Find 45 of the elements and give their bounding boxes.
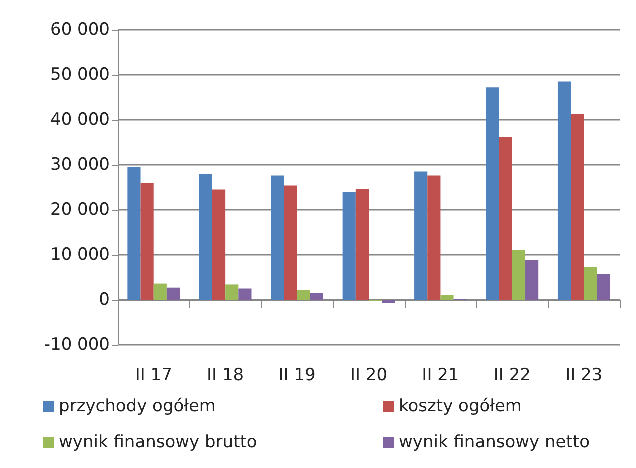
- bar: [382, 300, 396, 304]
- bar: [310, 293, 324, 300]
- bar: [297, 290, 310, 300]
- y-tick-label: 50 000: [50, 65, 110, 85]
- legend-label: wynik finansowy netto: [399, 432, 590, 452]
- y-tick-label: 0: [99, 290, 110, 310]
- bar: [166, 288, 180, 300]
- bar: [140, 183, 154, 300]
- bar: [226, 284, 239, 300]
- bar: [558, 82, 572, 300]
- y-tick-label: 30 000: [50, 155, 110, 175]
- bar: [271, 176, 284, 300]
- y-tick-label: 20 000: [50, 200, 110, 220]
- bar: [128, 167, 141, 300]
- y-tick-label: 40 000: [50, 110, 110, 130]
- y-tick-label: -10 000: [44, 335, 110, 355]
- bar: [284, 186, 298, 300]
- y-tick-label: 60 000: [50, 20, 110, 40]
- legend-label: przychody ogółem: [59, 396, 216, 416]
- bar: [597, 274, 610, 300]
- x-tick-label: II 20: [350, 366, 388, 386]
- bar: [571, 114, 584, 300]
- bar: [486, 88, 500, 300]
- bar: [428, 176, 441, 300]
- bar: [584, 267, 598, 300]
- bar: [212, 190, 226, 300]
- x-tick-label: II 22: [494, 366, 531, 386]
- x-tick-label: II 21: [422, 366, 460, 386]
- bar: [526, 260, 539, 300]
- bar: [356, 189, 369, 300]
- bar: [199, 174, 212, 300]
- bar: [414, 172, 428, 300]
- legend-label: wynik finansowy brutto: [59, 432, 258, 452]
- bar: [342, 192, 356, 300]
- bar: [238, 288, 252, 300]
- bar: [154, 284, 167, 300]
- x-tick-label: II 18: [207, 366, 244, 386]
- bar: [512, 250, 526, 300]
- bar: [440, 296, 454, 300]
- legend-label: koszty ogółem: [399, 396, 522, 416]
- x-tick-label: II 23: [566, 366, 603, 386]
- x-tick-label: II 17: [135, 366, 172, 386]
- y-tick-label: 10 000: [50, 245, 110, 265]
- x-tick-label: II 19: [278, 366, 316, 386]
- bar: [499, 137, 512, 300]
